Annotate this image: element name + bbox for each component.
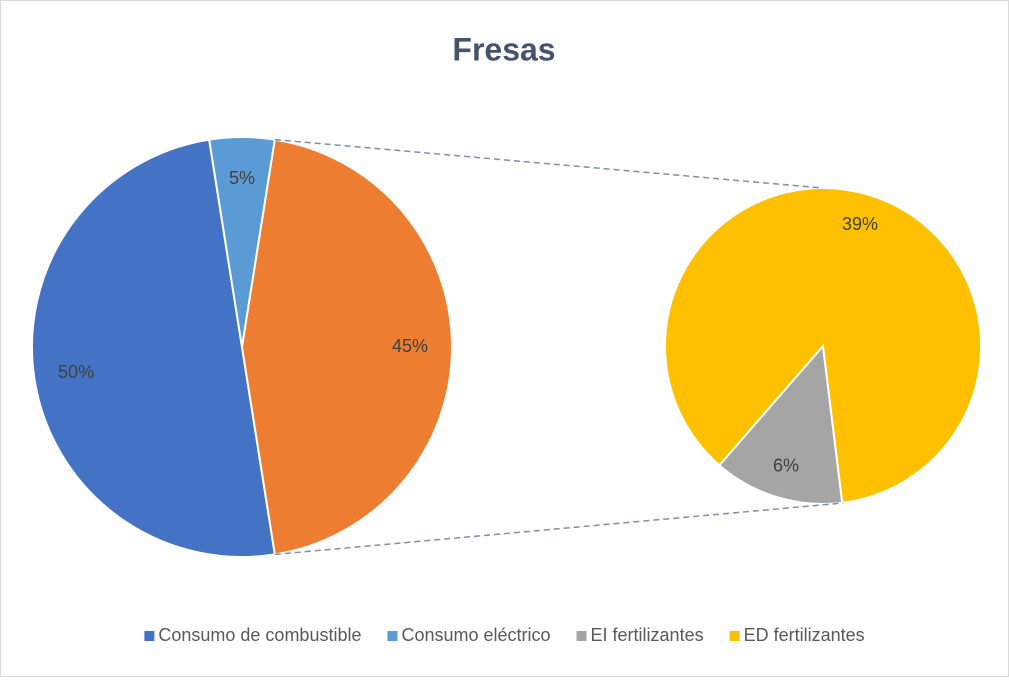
pie-slice (664, 187, 982, 504)
connector-line (274, 502, 844, 556)
legend-label: ED fertilizantes (744, 625, 865, 645)
data-label: 50% (58, 362, 94, 382)
legend-swatch (576, 631, 587, 641)
pie-slice (240, 138, 454, 556)
data-label: 39% (842, 214, 878, 234)
connector-line (274, 138, 824, 189)
data-label: 6% (773, 456, 799, 476)
data-label: 5% (229, 168, 255, 188)
chart-title: Fresas (452, 31, 555, 67)
legend-label: Consumo de combustible (158, 625, 361, 645)
legend-swatch (729, 631, 740, 641)
legend-label: Consumo eléctrico (401, 625, 550, 645)
legend-swatch (144, 631, 155, 641)
data-label: 45% (392, 336, 428, 356)
legend-swatch (387, 631, 398, 641)
pie-slice (31, 138, 276, 558)
legend: Consumo de combustible Consumo eléctrico E… (144, 625, 865, 645)
legend-label: EI fertilizantes (591, 625, 704, 645)
